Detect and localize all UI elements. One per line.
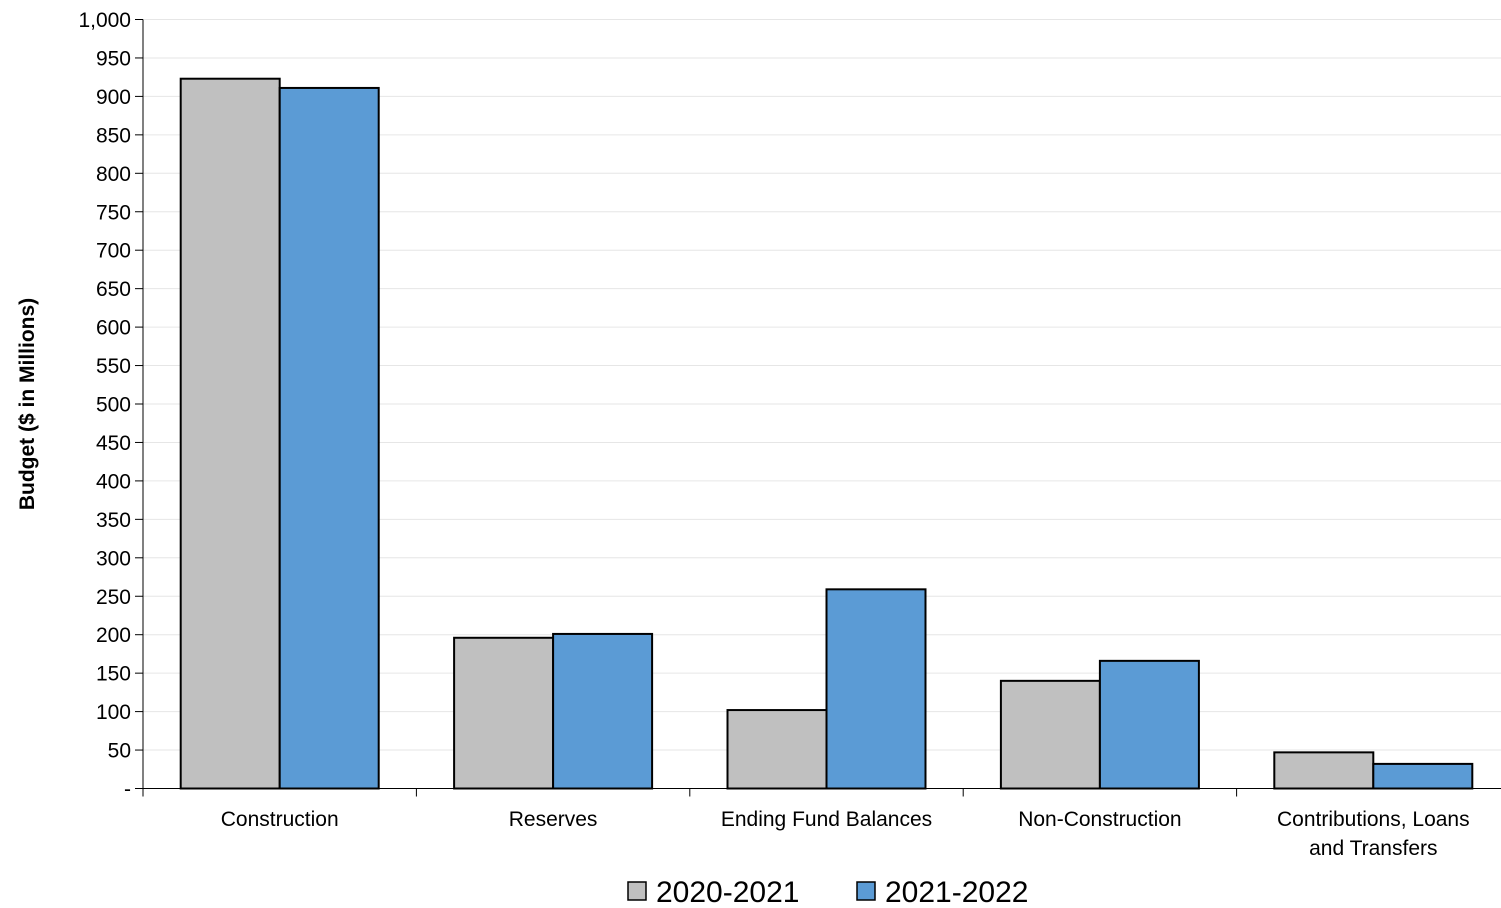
x-category-label: Reserves xyxy=(509,808,598,831)
y-tick-label: 300 xyxy=(96,547,131,570)
bar-2021-2022 xyxy=(1372,762,1474,790)
bar-2020-2021 xyxy=(999,679,1101,790)
x-category-label: Contributions, Loans xyxy=(1277,808,1470,831)
y-tick-label: 400 xyxy=(96,470,131,493)
y-tick-label: 950 xyxy=(96,47,131,70)
y-tick-label: 850 xyxy=(96,124,131,147)
bar-2020-2021 xyxy=(453,636,555,790)
x-category-label: and Transfers xyxy=(1309,837,1437,860)
bars xyxy=(179,77,1474,790)
axes xyxy=(135,19,1501,797)
legend-swatch xyxy=(627,881,647,901)
y-tick-label: 900 xyxy=(96,86,131,109)
y-tick-label: 50 xyxy=(108,740,131,763)
bar-2021-2022 xyxy=(278,86,380,790)
y-tick-label: 650 xyxy=(96,278,131,301)
x-category-labels: Construction Reserves Ending Fund Balances… xyxy=(221,808,1470,860)
y-tick-label: 250 xyxy=(96,586,131,609)
y-tick-label: 450 xyxy=(96,432,131,455)
bar-2021-2022 xyxy=(552,632,654,790)
bar-2020-2021 xyxy=(726,709,828,790)
y-tick-label: 100 xyxy=(96,701,131,724)
y-tick-label: 800 xyxy=(96,163,131,186)
legend-label: 2021-2022 xyxy=(885,876,1028,908)
y-tick-label: 150 xyxy=(96,663,131,686)
y-tick-label: 550 xyxy=(96,355,131,378)
y-tick-label: 750 xyxy=(96,201,131,224)
x-category-label: Ending Fund Balances xyxy=(721,808,932,831)
y-axis-label: Budget ($ in Millions) xyxy=(16,298,39,510)
bar-2021-2022 xyxy=(1098,659,1200,790)
x-category-label: Non-Construction xyxy=(1018,808,1181,831)
y-tick-label: - xyxy=(124,778,131,801)
y-tick-label: 700 xyxy=(96,240,131,263)
legend: 2020-2021 2021-2022 xyxy=(627,876,1028,908)
y-tick-labels: - 50 100 150 200 250 300 350 400 450 500 550 600 650 7… xyxy=(78,9,131,801)
y-tick-label: 350 xyxy=(96,509,131,532)
bar-2020-2021 xyxy=(1273,751,1375,790)
legend-label: 2020-2021 xyxy=(656,876,799,908)
y-tick-label: 600 xyxy=(96,317,131,340)
x-category-label: Construction xyxy=(221,808,339,831)
y-tick-label: 200 xyxy=(96,624,131,647)
bar-2021-2022 xyxy=(825,588,927,790)
y-tick-label: 1,000 xyxy=(78,9,131,32)
y-tick-label: 500 xyxy=(96,394,131,417)
legend-swatch xyxy=(856,881,876,901)
bar-2020-2021 xyxy=(179,77,281,790)
